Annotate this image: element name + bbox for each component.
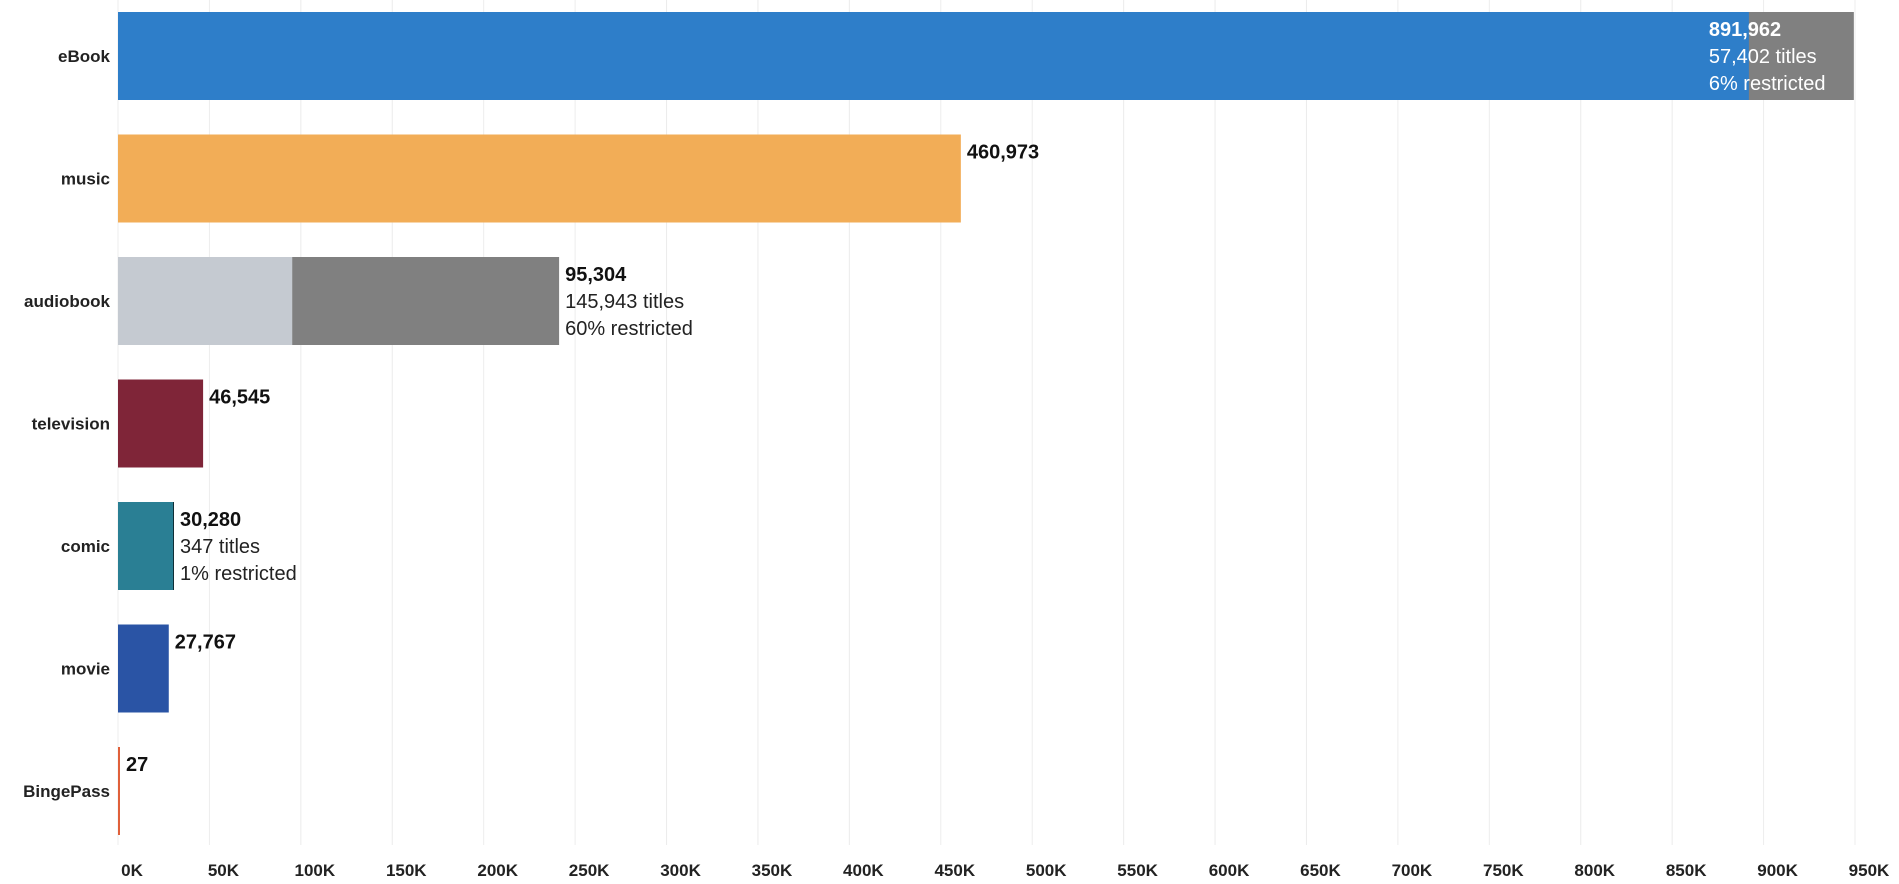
titles-label: 347 titles: [180, 536, 260, 558]
x-tick-label: 850K: [1666, 861, 1707, 880]
x-tick-label: 600K: [1209, 861, 1250, 880]
restricted-label: 6% restricted: [1709, 73, 1826, 95]
category-label: television: [32, 415, 110, 434]
x-tick-label: 450K: [934, 861, 975, 880]
category-label: movie: [61, 660, 110, 679]
value-label: 27: [126, 754, 148, 776]
bar[interactable]: [118, 134, 961, 223]
bar-group-movie[interactable]: movie 27,767: [61, 624, 236, 713]
x-tick-label: 350K: [752, 861, 793, 880]
x-axis: 0K 50K 100K 150K 200K 250K 300K 350K 400K 450K 500…: [121, 861, 1890, 880]
x-tick-label: 800K: [1574, 861, 1615, 880]
x-tick-label: 50K: [208, 861, 240, 880]
x-tick-label: 400K: [843, 861, 884, 880]
x-tick-label: 650K: [1300, 861, 1341, 880]
x-tick-label: 100K: [295, 861, 336, 880]
x-tick-label: 550K: [1117, 861, 1158, 880]
bar[interactable]: [118, 12, 1749, 100]
category-label: BingePass: [23, 782, 110, 801]
bar-group-comic[interactable]: comic 30,280 347 titles 1% restricted: [61, 502, 297, 590]
value-label: 460,973: [967, 142, 1039, 164]
value-label: 891,962: [1709, 19, 1781, 41]
gridlines: [117, 0, 1856, 845]
category-label: eBook: [58, 47, 111, 66]
bar[interactable]: [118, 624, 169, 713]
category-label: comic: [61, 537, 110, 556]
value-label: 95,304: [565, 264, 627, 286]
category-label: audiobook: [24, 292, 110, 311]
bar[interactable]: [118, 379, 204, 468]
titles-label: 57,402 titles: [1709, 46, 1817, 68]
restricted-label: 1% restricted: [180, 563, 297, 585]
x-tick-label: 750K: [1483, 861, 1524, 880]
x-tick-label: 300K: [660, 861, 701, 880]
bar[interactable]: [118, 502, 174, 590]
bar-group-television[interactable]: television 46,545: [32, 379, 271, 468]
bar-group-music[interactable]: music 460,973: [61, 134, 1039, 223]
x-tick-label: 0K: [121, 861, 143, 880]
x-tick-label: 900K: [1757, 861, 1798, 880]
bar-group-audiobook[interactable]: audiobook 95,304 145,943 titles 60% restric…: [24, 257, 693, 345]
x-tick-label: 700K: [1392, 861, 1433, 880]
bar[interactable]: [118, 257, 293, 345]
value-label: 30,280: [180, 509, 241, 531]
bar-group-ebook[interactable]: eBook 891,962 57,402 titles 6% restricted: [58, 12, 1854, 100]
x-tick-label: 150K: [386, 861, 427, 880]
x-tick-label: 200K: [477, 861, 518, 880]
x-tick-label: 250K: [569, 861, 610, 880]
value-label: 27,767: [175, 632, 236, 654]
restricted-label: 60% restricted: [565, 318, 693, 340]
x-tick-label: 500K: [1026, 861, 1067, 880]
bar[interactable]: [118, 747, 120, 835]
category-label: music: [61, 170, 110, 189]
x-tick-label: 950K: [1849, 861, 1890, 880]
titles-label: 145,943 titles: [565, 291, 684, 313]
value-label: 46,545: [209, 387, 270, 409]
bar-group-bingepass[interactable]: BingePass 27: [23, 747, 148, 835]
